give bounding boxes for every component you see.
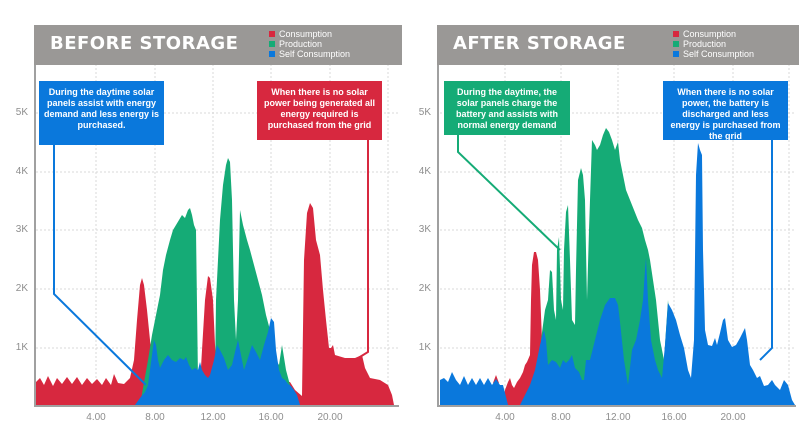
self-consumption-area (440, 143, 795, 405)
legend-item-production: Production (673, 39, 754, 49)
after-storage-chart (437, 60, 796, 407)
x-tick-12: 12.00 (200, 412, 226, 423)
y-tick-1k: 1K (418, 342, 431, 353)
y-tick-3k: 3K (15, 224, 28, 235)
before-storage-header: BEFORE STORAGE Consumption Production Se… (34, 25, 402, 65)
callout-right-pointer (759, 140, 773, 361)
before-storage-panel: BEFORE STORAGE Consumption Production Se… (15, 25, 402, 423)
callout-daytime-charge: During the daytime, the solar panels cha… (444, 81, 570, 135)
y-tick-5k: 5K (418, 107, 431, 118)
after-storage-header: AFTER STORAGE Consumption Production Sel… (437, 25, 799, 65)
callout-daytime-solar: During the daytime solar panels assist w… (39, 81, 164, 145)
y-tick-4k: 4K (15, 166, 28, 177)
chart-title: BEFORE STORAGE (50, 33, 239, 54)
before-storage-chart (34, 60, 399, 407)
consumption-swatch-icon (673, 31, 679, 37)
self-consumption-swatch-icon (269, 51, 275, 57)
legend: Consumption Production Self Consumption (269, 29, 350, 59)
callout-left-pointer (457, 135, 561, 251)
legend: Consumption Production Self Consumption (673, 29, 754, 59)
self-consumption-area (135, 318, 300, 405)
production-swatch-icon (269, 41, 275, 47)
x-tick-20: 20.00 (720, 412, 746, 423)
legend-item-self-consumption: Self Consumption (269, 49, 350, 59)
callout-no-solar: When there is no solar power being gener… (257, 81, 382, 140)
consumption-area (36, 203, 394, 405)
chart-title: AFTER STORAGE (453, 33, 626, 54)
x-tick-4: 4.00 (86, 412, 106, 423)
production-swatch-icon (673, 41, 679, 47)
x-tick-20: 20.00 (317, 412, 343, 423)
x-tick-12: 12.00 (605, 412, 631, 423)
x-tick-8: 8.00 (145, 412, 165, 423)
consumption-swatch-icon (269, 31, 275, 37)
x-tick-4: 4.00 (495, 412, 515, 423)
legend-item-production: Production (269, 39, 350, 49)
callout-left-pointer (53, 145, 147, 386)
legend-item-self-consumption: Self Consumption (673, 49, 754, 59)
self-consumption-swatch-icon (673, 51, 679, 57)
y-tick-2k: 2K (15, 283, 28, 294)
x-tick-16: 16.00 (258, 412, 284, 423)
production-area (140, 158, 296, 405)
legend-item-consumption: Consumption (673, 29, 754, 39)
callout-right-pointer (354, 140, 369, 361)
y-tick-4k: 4K (418, 166, 431, 177)
y-tick-2k: 2K (418, 283, 431, 294)
y-tick-5k: 5K (15, 107, 28, 118)
x-tick-8: 8.00 (551, 412, 571, 423)
legend-item-consumption: Consumption (269, 29, 350, 39)
consumption-area (493, 252, 543, 405)
production-area (541, 128, 690, 405)
y-tick-1k: 1K (15, 342, 28, 353)
y-tick-3k: 3K (418, 224, 431, 235)
callout-battery-discharge: When there is no solar power, the batter… (663, 81, 788, 141)
x-tick-16: 16.00 (661, 412, 687, 423)
after-storage-panel: AFTER STORAGE Consumption Production Sel… (400, 0, 800, 435)
